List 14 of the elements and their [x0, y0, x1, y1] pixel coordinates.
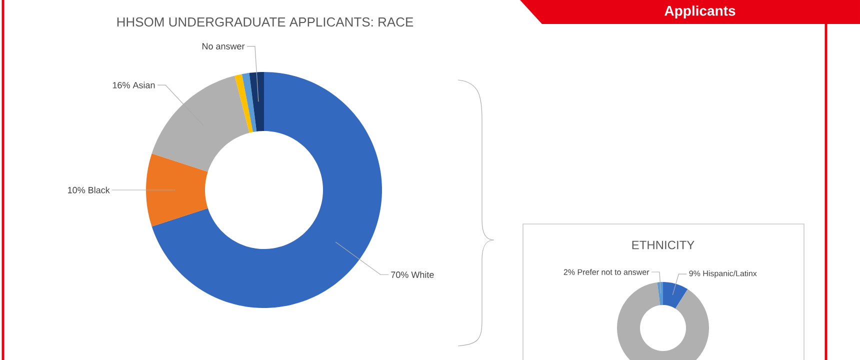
- chart-title: ETHNICITY: [632, 240, 694, 250]
- slice-label: No answer: [202, 43, 245, 50]
- slice-label: Prefer not to answer: [578, 269, 650, 275]
- data-label: 9%: [689, 270, 700, 276]
- slice-label: Asian: [132, 82, 155, 88]
- slice-label: White: [411, 271, 434, 278]
- data-label: 10%: [68, 186, 86, 194]
- data-label: 70%: [391, 272, 408, 278]
- data-label: 16%: [112, 82, 130, 88]
- slice-label: Black: [88, 186, 110, 194]
- chart-title: HHSOM UNDERGRADUATE APPLICANTS: RACE: [117, 17, 414, 27]
- text: Applicants: [664, 5, 736, 19]
- data-label: 2%: [564, 269, 575, 275]
- slice-label: Hispanic/Latinx: [703, 270, 757, 278]
